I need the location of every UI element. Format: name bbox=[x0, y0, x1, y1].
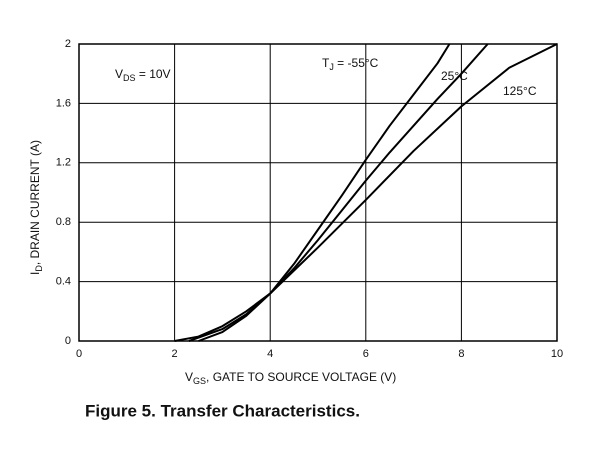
annotation-part: V bbox=[115, 67, 123, 81]
chart-title: Figure 5. Transfer Characteristics. bbox=[85, 401, 360, 420]
annotation-sub: J bbox=[329, 62, 334, 72]
label-sub: GS bbox=[193, 376, 206, 386]
curve bbox=[174, 43, 558, 342]
x-tick-label: 6 bbox=[363, 348, 369, 360]
vds-annotation: VDS = 10V bbox=[115, 67, 171, 83]
plot-frame bbox=[78, 43, 558, 342]
series-label: 125°C bbox=[503, 84, 537, 98]
y-tick-label: 1.6 bbox=[56, 97, 71, 109]
annotation-part: T bbox=[322, 56, 330, 70]
x-tick-label: 4 bbox=[267, 348, 273, 360]
label-part: , GATE TO SOURCE VOLTAGE (V) bbox=[206, 370, 396, 384]
tj-annotation: TJ = -55°C bbox=[322, 56, 379, 72]
label-sub: D bbox=[34, 265, 44, 272]
x-tick-label: 2 bbox=[172, 348, 178, 360]
label-part: V bbox=[185, 370, 193, 384]
curve bbox=[198, 43, 451, 342]
x-tick-label: 8 bbox=[458, 348, 464, 360]
x-tick-label: 0 bbox=[76, 348, 82, 360]
annotation-part: = 10V bbox=[136, 67, 171, 81]
y-tick-label: 2 bbox=[65, 38, 71, 50]
y-axis-label: ID, DRAIN CURRENT (A) bbox=[28, 140, 44, 275]
label-part: I bbox=[28, 272, 42, 275]
annotation-sub: DS bbox=[123, 73, 136, 83]
x-axis-label: VGS, GATE TO SOURCE VOLTAGE (V) bbox=[185, 370, 396, 386]
annotation-part: = bbox=[334, 56, 348, 70]
x-tick-label: 10 bbox=[551, 348, 563, 360]
y-tick-label: 0.4 bbox=[56, 276, 71, 288]
label-part: , DRAIN CURRENT (A) bbox=[28, 140, 42, 265]
series-label: -55°C bbox=[348, 56, 379, 70]
y-tick-label: 0.8 bbox=[56, 216, 71, 228]
y-tick-label: 1.2 bbox=[56, 157, 71, 169]
curve bbox=[188, 43, 489, 342]
y-tick-label: 0 bbox=[65, 335, 71, 347]
